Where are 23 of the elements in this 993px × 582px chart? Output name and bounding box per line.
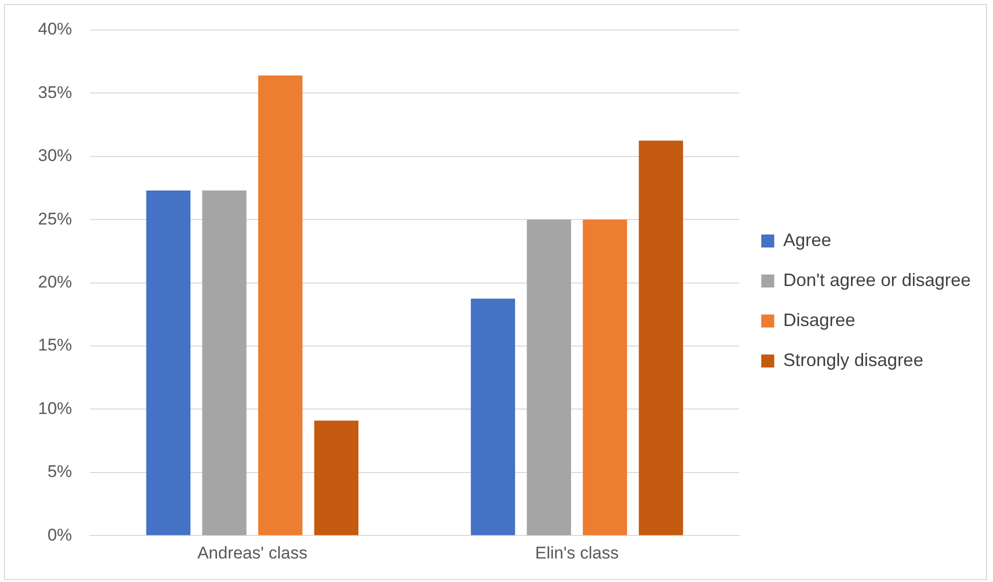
y-tick-label: 15% <box>38 336 72 355</box>
bar <box>638 140 684 536</box>
legend-label: Don't agree or disagree <box>783 270 971 290</box>
bar <box>258 76 302 536</box>
bar <box>314 420 358 536</box>
y-tick-label: 25% <box>38 209 72 228</box>
y-tick-label: 10% <box>38 398 72 418</box>
bar <box>582 220 628 536</box>
y-tick-label: 20% <box>38 272 72 292</box>
y-tick-label: 5% <box>47 462 72 482</box>
legend-label: Agree <box>783 230 832 250</box>
y-tick-label: 35% <box>38 82 72 102</box>
x-tick-label: Elin's class <box>535 543 619 562</box>
bar <box>202 190 246 536</box>
y-tick-label: 30% <box>38 146 72 166</box>
x-tick-label: Andreas' class <box>197 543 308 562</box>
y-tick-label: 40% <box>38 20 72 39</box>
bar <box>146 190 190 536</box>
y-tick-label: 0% <box>47 525 72 544</box>
bar <box>526 220 572 536</box>
bar <box>470 298 516 536</box>
legend-label: Strongly disagree <box>783 350 924 370</box>
legend-label: Disagree <box>783 310 856 330</box>
